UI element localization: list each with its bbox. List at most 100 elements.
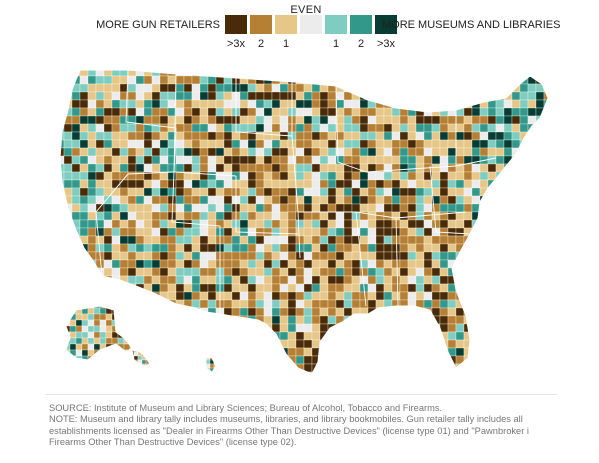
county-cell [119, 259, 129, 269]
county-cell [199, 107, 209, 117]
county-cell [199, 227, 209, 237]
county-cell [455, 307, 465, 317]
county-cell [191, 211, 201, 221]
county-cell [343, 203, 353, 213]
county-cell [503, 267, 513, 277]
county-cell [327, 363, 337, 373]
county-cell [407, 291, 417, 301]
county-cell [279, 99, 289, 109]
county-cell [263, 243, 273, 253]
legend-tick: 1 [282, 38, 290, 50]
county-cell [151, 163, 161, 173]
county-cell [279, 211, 289, 221]
county-cell [193, 359, 199, 365]
county-cell [177, 367, 183, 372]
county-cell [399, 235, 409, 245]
county-cell [201, 351, 207, 357]
county-cell [153, 350, 159, 353]
county-cell [455, 243, 465, 253]
county-cell [255, 83, 265, 93]
county-cell [343, 155, 353, 165]
county-cell [167, 267, 177, 277]
county-cell [399, 75, 409, 85]
county-cell [255, 211, 265, 221]
county-cell [135, 307, 145, 317]
county-cell [161, 371, 167, 372]
county-cell [471, 131, 481, 141]
county-cell [311, 91, 321, 101]
county-cell [135, 235, 145, 245]
county-cell [303, 179, 313, 189]
county-cell [71, 371, 81, 374]
county-cell [399, 243, 409, 253]
county-cell [239, 363, 249, 373]
county-cell [383, 70, 393, 77]
county-cell [151, 227, 161, 237]
county-cell [263, 203, 273, 213]
county-cell [63, 171, 73, 181]
county-cell [103, 259, 113, 269]
county-cell [487, 187, 497, 197]
county-cell [117, 337, 125, 345]
county-cell [223, 315, 233, 325]
county-cell [143, 227, 153, 237]
county-cell [399, 187, 409, 197]
county-cell [135, 155, 145, 165]
county-cell [135, 331, 145, 341]
county-cell [87, 155, 97, 165]
county-cell [165, 371, 171, 372]
county-cell [159, 83, 169, 93]
county-cell [455, 267, 465, 277]
county-cell [367, 235, 377, 245]
county-cell [279, 259, 289, 269]
county-cell [511, 211, 521, 221]
county-cell [319, 219, 329, 229]
county-cell [343, 99, 353, 109]
county-cell [263, 163, 273, 173]
county-cell [311, 291, 321, 301]
county-cell [423, 251, 433, 261]
county-cell [199, 251, 209, 261]
legend-swatch-museum-3x [375, 15, 397, 34]
county-cell [231, 283, 241, 293]
legend-right-label: MORE MUSEUMS AND LIBRARIES [382, 19, 561, 31]
county-cell [135, 299, 145, 309]
county-cell [487, 131, 497, 141]
county-cell [335, 363, 345, 373]
county-cell [535, 219, 545, 229]
county-cell [79, 163, 89, 173]
county-cell [71, 267, 81, 277]
county-cell [423, 75, 433, 85]
county-cell [87, 291, 97, 301]
county-cell [359, 83, 369, 93]
county-cell [153, 367, 159, 372]
county-cell [151, 147, 161, 157]
county-cell [351, 139, 361, 149]
county-cell [79, 371, 89, 374]
county-cell [279, 307, 289, 317]
county-cell [383, 283, 393, 293]
county-cell [519, 267, 529, 277]
county-cell [103, 267, 113, 277]
county-cell [543, 371, 548, 374]
county-cell [207, 275, 217, 285]
county-cell [391, 179, 401, 189]
county-cell [439, 131, 449, 141]
county-cell [519, 91, 529, 101]
county-cell [375, 195, 385, 205]
county-cell [223, 235, 233, 245]
county-cell [95, 91, 105, 101]
county-cell [271, 339, 281, 349]
county-cell [159, 267, 169, 277]
county-cell [351, 355, 361, 365]
county-cell [207, 163, 217, 173]
county-cell [423, 315, 433, 325]
county-cell [255, 299, 265, 309]
county-cell [367, 259, 377, 269]
county-cell [191, 147, 201, 157]
county-cell [111, 163, 121, 173]
county-cell [359, 171, 369, 181]
county-cell [359, 315, 369, 325]
county-cell [223, 195, 233, 205]
county-cell [431, 147, 441, 157]
